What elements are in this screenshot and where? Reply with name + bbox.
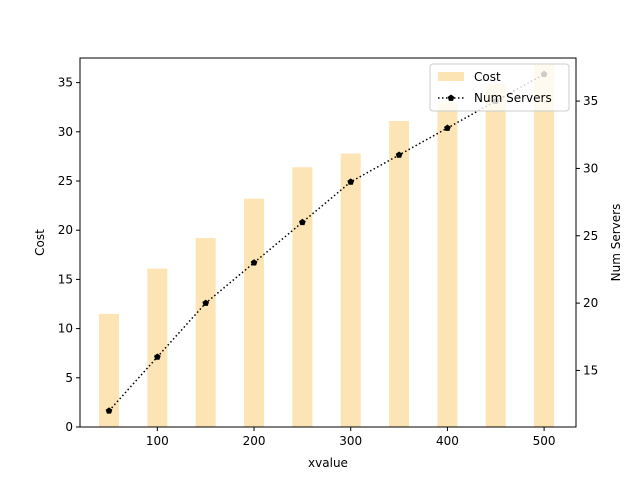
cost-bar: [244, 198, 265, 427]
legend-box: [429, 63, 570, 112]
cost-bar: [389, 120, 410, 427]
y-left-tick-label: 20: [58, 223, 73, 237]
y-axis-left-label: Cost: [33, 229, 47, 256]
x-tick-label: 200: [243, 434, 266, 448]
cost-bar: [99, 313, 120, 427]
num-servers-marker: [154, 353, 161, 360]
num-servers-marker: [444, 124, 451, 131]
num-servers-line: [108, 73, 545, 412]
x-axis-label: xvalue: [308, 456, 348, 470]
y-left-tick-label: 10: [58, 322, 73, 336]
y-right-tick-label: 20: [583, 296, 598, 310]
plot-area: [99, 64, 555, 428]
x-tick-label: 100: [146, 434, 169, 448]
num-servers-marker: [105, 407, 113, 414]
y-left-tick-label: 25: [58, 174, 73, 188]
axes: 100 200 300 400 500 0 5 10 15 20 25 30 35 15 20 25 30 35: [58, 57, 598, 448]
y-right-tick-label: 35: [583, 94, 598, 108]
x-tick-label: 500: [533, 434, 556, 448]
legend: Cost Num Servers: [429, 63, 570, 112]
cost-bar: [147, 268, 168, 427]
y-left-tick-label: 30: [58, 125, 73, 139]
cost-bar: [437, 102, 458, 427]
cost-bar: [292, 167, 313, 427]
y-left-tick-label: 5: [65, 371, 73, 385]
x-tick-label: 300: [339, 434, 362, 448]
y-right-tick-label: 30: [583, 161, 598, 175]
num-servers-marker: [347, 178, 355, 185]
y-left-tick-label: 35: [58, 76, 73, 90]
cost-bar: [485, 83, 506, 428]
num-servers-marker: [250, 259, 258, 266]
y-right-tick-label: 25: [583, 229, 598, 243]
plot-frame: [79, 57, 577, 428]
cost-bar: [534, 64, 555, 427]
y-left-tick-label: 15: [58, 272, 73, 286]
legend-cost-swatch: [438, 72, 464, 81]
y-left-tick-label: 0: [65, 420, 73, 434]
cost-bar: [340, 153, 361, 427]
legend-num-servers-marker: [447, 94, 455, 101]
x-tick-label: 400: [436, 434, 459, 448]
legend-cost-label: Cost: [474, 70, 501, 84]
y-axis-right-label: Num Servers: [609, 204, 623, 282]
legend-num-servers-label: Num Servers: [474, 91, 552, 105]
y-right-tick-label: 15: [583, 363, 598, 377]
num-servers-marker: [395, 151, 403, 158]
num-servers-marker: [202, 299, 210, 306]
num-servers-marker: [299, 218, 306, 226]
cost-bar: [195, 238, 216, 427]
